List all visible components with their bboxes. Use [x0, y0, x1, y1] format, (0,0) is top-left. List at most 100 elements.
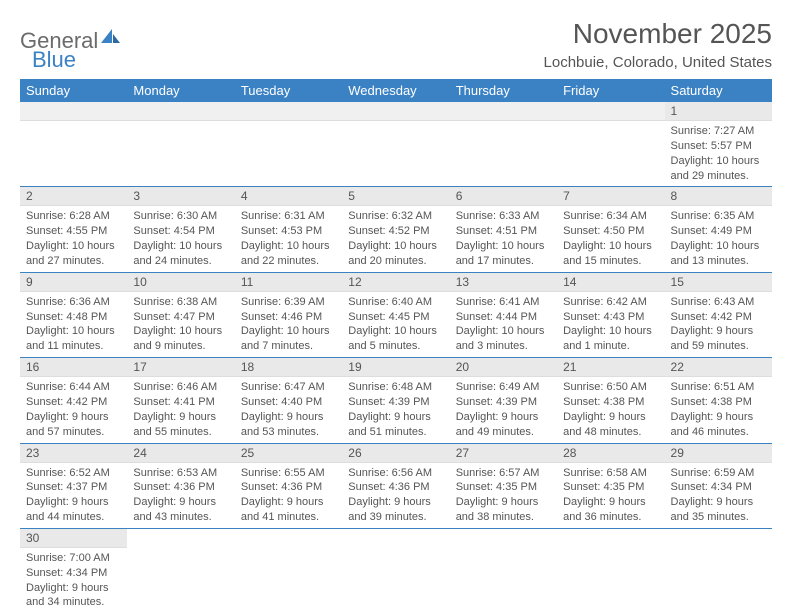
calendar-cell: 7Sunrise: 6:34 AMSunset: 4:50 PMDaylight… [557, 187, 664, 272]
calendar-cell [342, 528, 449, 613]
day-number: 10 [127, 273, 234, 292]
calendar-cell: 22Sunrise: 6:51 AMSunset: 4:38 PMDayligh… [665, 358, 772, 443]
calendar-week-row: 30Sunrise: 7:00 AMSunset: 4:34 PMDayligh… [20, 528, 772, 613]
day-details: Sunrise: 6:52 AMSunset: 4:37 PMDaylight:… [20, 463, 127, 528]
calendar-cell [557, 528, 664, 613]
calendar-cell [235, 102, 342, 187]
day-number: 4 [235, 187, 342, 206]
weekday-header-row: SundayMondayTuesdayWednesdayThursdayFrid… [20, 79, 772, 102]
weekday-header: Monday [127, 79, 234, 102]
day-number: 16 [20, 358, 127, 377]
weekday-header: Thursday [450, 79, 557, 102]
day-details: Sunrise: 6:58 AMSunset: 4:35 PMDaylight:… [557, 463, 664, 528]
calendar-cell: 19Sunrise: 6:48 AMSunset: 4:39 PMDayligh… [342, 358, 449, 443]
calendar-cell [450, 102, 557, 187]
calendar-table: SundayMondayTuesdayWednesdayThursdayFrid… [20, 79, 772, 613]
day-details: Sunrise: 6:39 AMSunset: 4:46 PMDaylight:… [235, 292, 342, 357]
calendar-cell: 8Sunrise: 6:35 AMSunset: 4:49 PMDaylight… [665, 187, 772, 272]
weekday-header: Saturday [665, 79, 772, 102]
day-number: 18 [235, 358, 342, 377]
day-details: Sunrise: 6:57 AMSunset: 4:35 PMDaylight:… [450, 463, 557, 528]
day-details: Sunrise: 6:49 AMSunset: 4:39 PMDaylight:… [450, 377, 557, 442]
day-number: 1 [665, 102, 772, 121]
calendar-cell: 29Sunrise: 6:59 AMSunset: 4:34 PMDayligh… [665, 443, 772, 528]
day-number: 6 [450, 187, 557, 206]
calendar-cell: 20Sunrise: 6:49 AMSunset: 4:39 PMDayligh… [450, 358, 557, 443]
logo-text-blue: Blue [32, 47, 76, 73]
calendar-cell: 21Sunrise: 6:50 AMSunset: 4:38 PMDayligh… [557, 358, 664, 443]
calendar-week-row: 23Sunrise: 6:52 AMSunset: 4:37 PMDayligh… [20, 443, 772, 528]
day-number: 20 [450, 358, 557, 377]
day-number: 29 [665, 444, 772, 463]
day-details: Sunrise: 6:55 AMSunset: 4:36 PMDaylight:… [235, 463, 342, 528]
day-number: 5 [342, 187, 449, 206]
calendar-week-row: 16Sunrise: 6:44 AMSunset: 4:42 PMDayligh… [20, 358, 772, 443]
calendar-cell: 14Sunrise: 6:42 AMSunset: 4:43 PMDayligh… [557, 272, 664, 357]
calendar-cell: 5Sunrise: 6:32 AMSunset: 4:52 PMDaylight… [342, 187, 449, 272]
calendar-cell: 25Sunrise: 6:55 AMSunset: 4:36 PMDayligh… [235, 443, 342, 528]
day-number: 13 [450, 273, 557, 292]
day-details: Sunrise: 6:32 AMSunset: 4:52 PMDaylight:… [342, 206, 449, 271]
day-details: Sunrise: 6:48 AMSunset: 4:39 PMDaylight:… [342, 377, 449, 442]
weekday-header: Tuesday [235, 79, 342, 102]
day-number: 28 [557, 444, 664, 463]
day-number: 15 [665, 273, 772, 292]
day-number: 25 [235, 444, 342, 463]
calendar-cell: 9Sunrise: 6:36 AMSunset: 4:48 PMDaylight… [20, 272, 127, 357]
day-details: Sunrise: 6:36 AMSunset: 4:48 PMDaylight:… [20, 292, 127, 357]
day-details: Sunrise: 6:41 AMSunset: 4:44 PMDaylight:… [450, 292, 557, 357]
calendar-cell: 6Sunrise: 6:33 AMSunset: 4:51 PMDaylight… [450, 187, 557, 272]
day-details: Sunrise: 6:59 AMSunset: 4:34 PMDaylight:… [665, 463, 772, 528]
day-number: 27 [450, 444, 557, 463]
calendar-cell: 28Sunrise: 6:58 AMSunset: 4:35 PMDayligh… [557, 443, 664, 528]
calendar-cell: 2Sunrise: 6:28 AMSunset: 4:55 PMDaylight… [20, 187, 127, 272]
day-number: 24 [127, 444, 234, 463]
calendar-cell: 24Sunrise: 6:53 AMSunset: 4:36 PMDayligh… [127, 443, 234, 528]
calendar-week-row: 2Sunrise: 6:28 AMSunset: 4:55 PMDaylight… [20, 187, 772, 272]
day-number: 9 [20, 273, 127, 292]
day-details: Sunrise: 6:42 AMSunset: 4:43 PMDaylight:… [557, 292, 664, 357]
day-number: 3 [127, 187, 234, 206]
day-details: Sunrise: 6:38 AMSunset: 4:47 PMDaylight:… [127, 292, 234, 357]
calendar-cell: 16Sunrise: 6:44 AMSunset: 4:42 PMDayligh… [20, 358, 127, 443]
day-details: Sunrise: 6:44 AMSunset: 4:42 PMDaylight:… [20, 377, 127, 442]
day-number: 30 [20, 529, 127, 548]
calendar-cell: 4Sunrise: 6:31 AMSunset: 4:53 PMDaylight… [235, 187, 342, 272]
day-details: Sunrise: 6:31 AMSunset: 4:53 PMDaylight:… [235, 206, 342, 271]
day-number: 22 [665, 358, 772, 377]
day-details: Sunrise: 6:30 AMSunset: 4:54 PMDaylight:… [127, 206, 234, 271]
page-subtitle: Lochbuie, Colorado, United States [544, 54, 772, 71]
calendar-cell [450, 528, 557, 613]
day-details: Sunrise: 6:43 AMSunset: 4:42 PMDaylight:… [665, 292, 772, 357]
day-number: 19 [342, 358, 449, 377]
logo-sail-icon [100, 26, 122, 52]
calendar-cell: 10Sunrise: 6:38 AMSunset: 4:47 PMDayligh… [127, 272, 234, 357]
day-details: Sunrise: 6:47 AMSunset: 4:40 PMDaylight:… [235, 377, 342, 442]
calendar-cell: 23Sunrise: 6:52 AMSunset: 4:37 PMDayligh… [20, 443, 127, 528]
day-details: Sunrise: 6:56 AMSunset: 4:36 PMDaylight:… [342, 463, 449, 528]
day-number: 8 [665, 187, 772, 206]
calendar-cell: 1Sunrise: 7:27 AMSunset: 5:57 PMDaylight… [665, 102, 772, 187]
day-number: 12 [342, 273, 449, 292]
weekday-header: Wednesday [342, 79, 449, 102]
calendar-cell: 18Sunrise: 6:47 AMSunset: 4:40 PMDayligh… [235, 358, 342, 443]
day-details: Sunrise: 6:53 AMSunset: 4:36 PMDaylight:… [127, 463, 234, 528]
calendar-cell [127, 102, 234, 187]
day-details: Sunrise: 7:00 AMSunset: 4:34 PMDaylight:… [20, 548, 127, 613]
calendar-cell: 13Sunrise: 6:41 AMSunset: 4:44 PMDayligh… [450, 272, 557, 357]
weekday-header: Friday [557, 79, 664, 102]
calendar-cell [127, 528, 234, 613]
day-number: 26 [342, 444, 449, 463]
calendar-cell: 12Sunrise: 6:40 AMSunset: 4:45 PMDayligh… [342, 272, 449, 357]
weekday-header: Sunday [20, 79, 127, 102]
header: General November 2025 Lochbuie, Colorado… [20, 18, 772, 77]
calendar-cell [235, 528, 342, 613]
page-title: November 2025 [544, 18, 772, 50]
calendar-cell [342, 102, 449, 187]
day-number: 2 [20, 187, 127, 206]
day-details: Sunrise: 6:35 AMSunset: 4:49 PMDaylight:… [665, 206, 772, 271]
calendar-cell: 30Sunrise: 7:00 AMSunset: 4:34 PMDayligh… [20, 528, 127, 613]
day-number: 7 [557, 187, 664, 206]
calendar-cell: 27Sunrise: 6:57 AMSunset: 4:35 PMDayligh… [450, 443, 557, 528]
day-details: Sunrise: 6:46 AMSunset: 4:41 PMDaylight:… [127, 377, 234, 442]
